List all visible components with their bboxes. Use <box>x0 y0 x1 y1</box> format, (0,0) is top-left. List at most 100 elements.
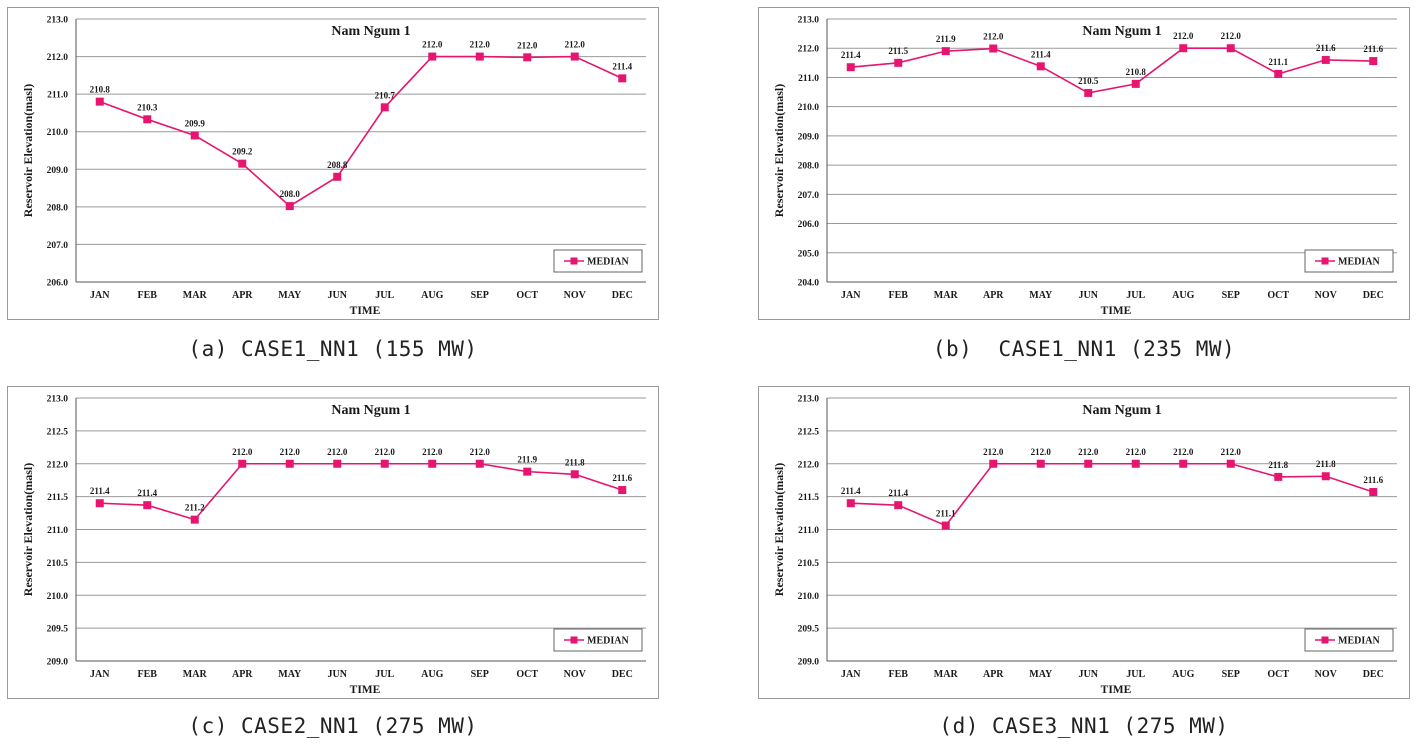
x-tick-label: APR <box>983 669 1004 680</box>
chart-caption-c: (c) CASE2_NN1 (275 MW) <box>188 714 478 738</box>
legend-box <box>553 249 643 273</box>
y-tick-label: 210.0 <box>47 592 69 602</box>
data-point <box>1084 459 1093 468</box>
data-label: 211.9 <box>936 34 956 44</box>
data-point <box>618 486 627 495</box>
data-label: 212.0 <box>232 447 253 457</box>
x-axis-label: TIME <box>1101 684 1132 696</box>
data-label: 212.0 <box>983 447 1004 457</box>
data-point <box>523 53 532 62</box>
data-point <box>1226 459 1235 468</box>
series-line-median <box>99 55 623 208</box>
y-axis-label: Reservoir Elevation(masl) <box>21 84 35 217</box>
data-label: 211.4 <box>841 486 861 496</box>
x-tick-label: JAN <box>90 669 110 680</box>
x-tick-label: AUG <box>1172 290 1194 301</box>
x-tick-label: OCT <box>516 290 538 301</box>
data-point <box>618 74 627 83</box>
x-tick-label: JUL <box>1126 669 1145 680</box>
data-label: 209.2 <box>232 147 253 157</box>
data-label: 211.8 <box>565 457 585 467</box>
data-label: 212.0 <box>1126 447 1147 457</box>
data-label: 211.1 <box>936 509 956 519</box>
data-label: 210.5 <box>1078 76 1099 86</box>
data-point <box>285 459 294 468</box>
legend-marker <box>570 257 578 265</box>
chart-title: Nam Ngum 1 <box>1082 24 1161 39</box>
data-point <box>475 459 484 468</box>
data-label: 212.0 <box>327 447 348 457</box>
x-tick-label: DEC <box>612 290 633 301</box>
x-tick-label: AUG <box>421 669 443 680</box>
series-line-median <box>99 462 623 521</box>
chart-frame-d: 209.0 209.5 210.0 210.5 211.0 211.5 212.0 212.5… <box>758 386 1410 699</box>
legend-label: MEDIAN <box>587 257 629 268</box>
y-tick-label: 206.0 <box>798 220 820 230</box>
data-point <box>333 172 342 181</box>
chart-title: Nam Ngum 1 <box>1082 403 1161 418</box>
x-tick-label: MAR <box>183 669 208 680</box>
data-point <box>238 459 247 468</box>
line-chart-a: 206.0 207.0 208.0 209.0 210.0 211.0 212.0 213.0… <box>21 16 646 317</box>
legend-label: MEDIAN <box>1338 636 1380 647</box>
data-point <box>1369 57 1378 66</box>
chart-title: Nam Ngum 1 <box>331 24 410 39</box>
data-label: 211.5 <box>888 46 908 56</box>
y-tick-label: 213.0 <box>47 395 69 405</box>
legend-label: MEDIAN <box>1338 257 1380 268</box>
chart-frame-c: 209.0 209.5 210.0 210.5 211.0 211.5 212.0 212.5… <box>7 386 659 699</box>
legend: MEDIAN <box>553 249 643 273</box>
y-tick-label: 209.0 <box>47 166 69 176</box>
line-chart-c: 209.0 209.5 210.0 210.5 211.0 211.5 212.0 212.5… <box>21 395 646 696</box>
data-point <box>238 159 247 168</box>
chart-frame-a: 206.0 207.0 208.0 209.0 210.0 211.0 212.0 213.0… <box>7 7 659 320</box>
data-label: 212.0 <box>1031 447 1052 457</box>
x-tick-label: DEC <box>1363 669 1384 680</box>
data-point <box>1036 459 1045 468</box>
data-point <box>190 515 199 524</box>
y-tick-label: 212.5 <box>798 427 820 437</box>
data-label: 211.1 <box>1268 57 1288 67</box>
data-label: 212.0 <box>1173 31 1194 41</box>
data-point <box>475 52 484 61</box>
data-label: 211.6 <box>1316 43 1336 53</box>
data-point <box>143 501 152 510</box>
x-tick-label: MAY <box>1029 669 1053 680</box>
data-label: 211.8 <box>1316 459 1336 469</box>
data-label: 210.8 <box>90 85 111 95</box>
y-axis-label: Reservoir Elevation(masl) <box>21 463 35 596</box>
data-label: 211.6 <box>1363 44 1383 54</box>
x-tick-label: MAY <box>278 669 302 680</box>
data-point <box>143 115 152 124</box>
data-point <box>1274 69 1283 78</box>
legend: MEDIAN <box>1304 249 1394 273</box>
y-tick-label: 212.0 <box>47 53 69 63</box>
x-tick-label: JAN <box>841 669 861 680</box>
x-tick-label: AUG <box>421 290 443 301</box>
data-label: 211.9 <box>517 455 537 465</box>
x-tick-label: FEB <box>889 669 909 680</box>
data-label: 211.4 <box>90 486 110 496</box>
x-tick-label: SEP <box>1222 669 1240 680</box>
data-point <box>1274 472 1283 481</box>
x-tick-label: APR <box>232 669 253 680</box>
data-label: 212.0 <box>565 40 586 50</box>
y-tick-label: 211.0 <box>798 526 819 536</box>
data-label: 212.0 <box>422 447 443 457</box>
data-point <box>1131 79 1140 88</box>
data-label: 212.0 <box>1078 447 1099 457</box>
data-point <box>570 52 579 61</box>
y-axis-label: Reservoir Elevation(masl) <box>772 84 786 217</box>
y-axis-label: Reservoir Elevation(masl) <box>772 463 786 596</box>
data-label: 212.0 <box>280 447 301 457</box>
data-point <box>894 58 903 67</box>
data-point <box>333 459 342 468</box>
data-label: 212.0 <box>470 40 491 50</box>
data-label: 211.4 <box>888 488 908 498</box>
y-tick-label: 213.0 <box>47 16 69 26</box>
chart-caption-d: (d) CASE3_NN1 (275 MW) <box>939 714 1229 738</box>
data-label: 211.6 <box>1363 475 1383 485</box>
x-tick-label: SEP <box>471 669 489 680</box>
x-axis-label: TIME <box>350 684 381 696</box>
data-point <box>380 459 389 468</box>
